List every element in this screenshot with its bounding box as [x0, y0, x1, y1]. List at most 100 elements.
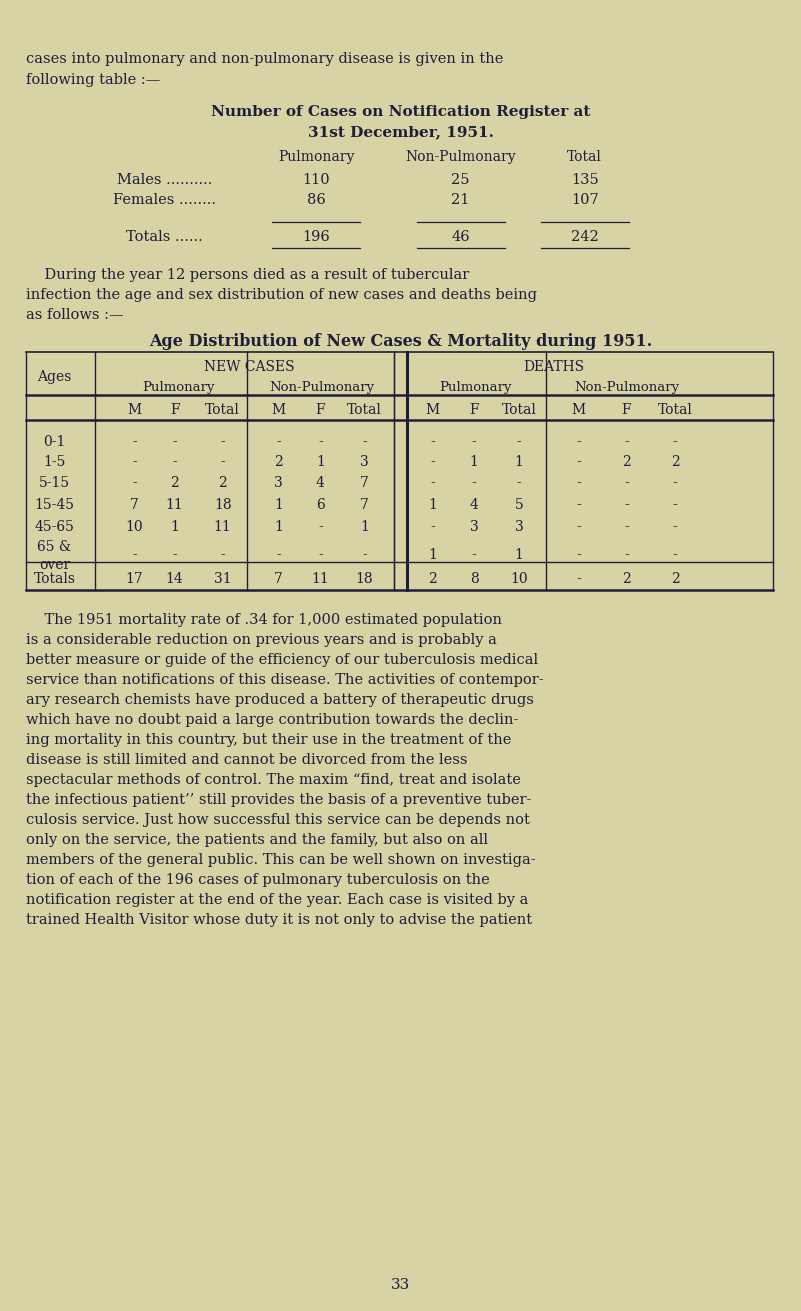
Text: 1: 1	[360, 520, 369, 534]
Text: 3: 3	[515, 520, 523, 534]
Text: 135: 135	[571, 173, 598, 187]
Text: culosis service. Just how successful this service can be depends not: culosis service. Just how successful thi…	[26, 813, 529, 827]
Text: 11: 11	[166, 498, 183, 513]
Text: 1-5: 1-5	[43, 455, 66, 469]
Text: ing mortality in this country, but their use in the treatment of the: ing mortality in this country, but their…	[26, 733, 511, 747]
Text: disease is still limited and cannot be divorced from the less: disease is still limited and cannot be d…	[26, 753, 467, 767]
Text: 2: 2	[622, 455, 630, 469]
Text: 10: 10	[510, 572, 528, 586]
Text: 2: 2	[429, 572, 437, 586]
Text: 7: 7	[360, 476, 369, 490]
Text: Pulmonary: Pulmonary	[143, 382, 215, 395]
Text: 107: 107	[571, 193, 598, 207]
Text: 2: 2	[219, 476, 227, 490]
Text: 86: 86	[307, 193, 326, 207]
Text: ary research chemists have produced a battery of therapeutic drugs: ary research chemists have produced a ba…	[26, 694, 533, 707]
Text: Totals ......: Totals ......	[126, 229, 203, 244]
Text: 3: 3	[360, 455, 368, 469]
Text: 1: 1	[274, 498, 284, 513]
Text: over: over	[38, 558, 70, 572]
Text: 31st December, 1951.: 31st December, 1951.	[308, 125, 493, 139]
Text: -: -	[220, 435, 225, 448]
Text: -: -	[472, 548, 477, 562]
Text: Pulmonary: Pulmonary	[440, 382, 512, 395]
Text: F: F	[316, 402, 325, 417]
Text: Total: Total	[567, 149, 602, 164]
Text: notification register at the end of the year. Each case is visited by a: notification register at the end of the …	[26, 893, 528, 907]
Text: 21: 21	[452, 193, 469, 207]
Text: only on the service, the patients and the family, but also on all: only on the service, the patients and th…	[26, 832, 488, 847]
Text: -: -	[430, 435, 435, 448]
Text: -: -	[624, 548, 629, 562]
Text: 45-65: 45-65	[34, 520, 74, 534]
Text: 242: 242	[571, 229, 598, 244]
Text: 17: 17	[126, 572, 143, 586]
Text: Males ..........: Males ..........	[116, 173, 212, 187]
Text: -: -	[673, 548, 678, 562]
Text: 14: 14	[166, 572, 183, 586]
Text: 1: 1	[316, 455, 325, 469]
Text: -: -	[430, 520, 435, 534]
Text: infection the age and sex distribution of new cases and deaths being: infection the age and sex distribution o…	[26, 288, 537, 302]
Text: -: -	[576, 520, 581, 534]
Text: following table :—: following table :—	[26, 73, 160, 87]
Text: 10: 10	[126, 520, 143, 534]
Text: Total: Total	[205, 402, 240, 417]
Text: -: -	[318, 548, 323, 562]
Text: -: -	[318, 435, 323, 448]
Text: better measure or guide of the efficiency of our tuberculosis medical: better measure or guide of the efficienc…	[26, 653, 537, 667]
Text: -: -	[576, 548, 581, 562]
Text: F: F	[170, 402, 179, 417]
Text: Non-Pulmonary: Non-Pulmonary	[574, 382, 679, 395]
Text: 11: 11	[214, 520, 231, 534]
Text: -: -	[576, 498, 581, 513]
Text: 1: 1	[514, 548, 524, 562]
Text: During the year 12 persons died as a result of tubercular: During the year 12 persons died as a res…	[26, 267, 469, 282]
Text: service than notifications of this disease. The activities of contempor-: service than notifications of this disea…	[26, 673, 543, 687]
Text: F: F	[622, 402, 631, 417]
Text: 33: 33	[391, 1278, 410, 1293]
Text: Non-Pulmonary: Non-Pulmonary	[269, 382, 374, 395]
Text: 46: 46	[451, 229, 470, 244]
Text: cases into pulmonary and non-pulmonary disease is given in the: cases into pulmonary and non-pulmonary d…	[26, 52, 503, 66]
Text: 3: 3	[470, 520, 478, 534]
Text: -: -	[517, 435, 521, 448]
Text: -: -	[673, 520, 678, 534]
Text: tion of each of the 196 cases of pulmonary tuberculosis on the: tion of each of the 196 cases of pulmona…	[26, 873, 489, 888]
Text: 2: 2	[171, 476, 179, 490]
Text: DEATHS: DEATHS	[523, 361, 585, 374]
Text: M: M	[425, 402, 440, 417]
Text: -: -	[673, 435, 678, 448]
Text: M: M	[127, 402, 142, 417]
Text: -: -	[172, 435, 177, 448]
Text: trained Health Visitor whose duty it is not only to advise the patient: trained Health Visitor whose duty it is …	[26, 912, 532, 927]
Text: is a considerable reduction on previous years and is probably a: is a considerable reduction on previous …	[26, 633, 497, 648]
Text: 2: 2	[275, 455, 283, 469]
Text: 65 &: 65 &	[38, 540, 71, 555]
Text: Ages: Ages	[38, 370, 71, 384]
Text: -: -	[132, 435, 137, 448]
Text: the infectious patient’’ still provides the basis of a preventive tuber-: the infectious patient’’ still provides …	[26, 793, 531, 808]
Text: 5: 5	[515, 498, 523, 513]
Text: 18: 18	[356, 572, 373, 586]
Text: 3: 3	[275, 476, 283, 490]
Text: Females ........: Females ........	[113, 193, 215, 207]
Text: 7: 7	[360, 498, 369, 513]
Text: 4: 4	[469, 498, 479, 513]
Text: 2: 2	[622, 572, 630, 586]
Text: -: -	[576, 572, 581, 586]
Text: 2: 2	[671, 572, 679, 586]
Text: 1: 1	[428, 498, 437, 513]
Text: -: -	[172, 548, 177, 562]
Text: -: -	[430, 476, 435, 490]
Text: 7: 7	[130, 498, 139, 513]
Text: -: -	[624, 520, 629, 534]
Text: M: M	[272, 402, 286, 417]
Text: 0-1: 0-1	[43, 435, 66, 448]
Text: -: -	[576, 476, 581, 490]
Text: -: -	[276, 548, 281, 562]
Text: -: -	[172, 455, 177, 469]
Text: 4: 4	[316, 476, 325, 490]
Text: 8: 8	[470, 572, 478, 586]
Text: spectacular methods of control. The maxim “find, treat and isolate: spectacular methods of control. The maxi…	[26, 773, 521, 787]
